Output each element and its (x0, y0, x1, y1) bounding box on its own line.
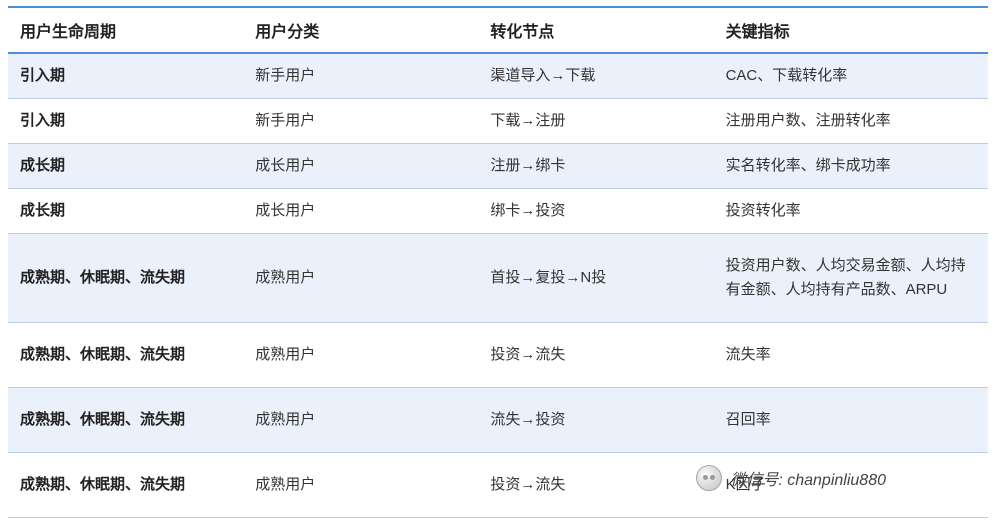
cell-usercat: 成熟用户 (243, 388, 478, 453)
col-header-usercat: 用户分类 (243, 7, 478, 53)
cell-node: 下载→注册 (478, 99, 713, 144)
cell-node: 绑卡→投资 (478, 189, 713, 234)
table-row: 成长期成长用户绑卡→投资投资转化率 (8, 189, 988, 234)
table-row: 成长期成长用户注册→绑卡实名转化率、绑卡成功率 (8, 144, 988, 189)
table-header-row: 用户生命周期 用户分类 转化节点 关键指标 (8, 7, 988, 53)
col-header-lifecycle: 用户生命周期 (8, 7, 243, 53)
table-row: 成熟期、休眠期、流失期成熟用户投资→流失流失率 (8, 323, 988, 388)
cell-usercat: 成长用户 (243, 144, 478, 189)
cell-lifecycle: 成熟期、休眠期、流失期 (8, 388, 243, 453)
cell-node: 渠道导入→下载 (478, 53, 713, 99)
cell-usercat: 成熟用户 (243, 234, 478, 323)
table-row: 成熟期、休眠期、流失期成熟用户首投→复投→N投投资用户数、人均交易金额、人均持有… (8, 234, 988, 323)
table-row: 引入期新手用户下载→注册注册用户数、注册转化率 (8, 99, 988, 144)
cell-usercat: 新手用户 (243, 53, 478, 99)
table-row: 成熟期、休眠期、流失期成熟用户流失→投资召回率 (8, 388, 988, 453)
col-header-node: 转化节点 (478, 7, 713, 53)
lifecycle-table-wrapper: 用户生命周期 用户分类 转化节点 关键指标 引入期新手用户渠道导入→下载CAC、… (0, 0, 996, 524)
cell-lifecycle: 引入期 (8, 53, 243, 99)
cell-usercat: 新手用户 (243, 99, 478, 144)
cell-metric: 流失率 (714, 323, 988, 388)
table-row: 引入期新手用户渠道导入→下载CAC、下载转化率 (8, 53, 988, 99)
cell-usercat: 成熟用户 (243, 453, 478, 518)
cell-metric: 投资用户数、人均交易金额、人均持有金额、人均持有产品数、ARPU (714, 234, 988, 323)
cell-node: 投资→流失 (478, 453, 713, 518)
cell-node: 流失→投资 (478, 388, 713, 453)
cell-lifecycle: 成熟期、休眠期、流失期 (8, 453, 243, 518)
table-body: 引入期新手用户渠道导入→下载CAC、下载转化率引入期新手用户下载→注册注册用户数… (8, 53, 988, 518)
cell-node: 投资→流失 (478, 323, 713, 388)
table-row: 成熟期、休眠期、流失期成熟用户投资→流失K因子 (8, 453, 988, 518)
cell-usercat: 成长用户 (243, 189, 478, 234)
cell-lifecycle: 成熟期、休眠期、流失期 (8, 234, 243, 323)
cell-node: 首投→复投→N投 (478, 234, 713, 323)
cell-lifecycle: 成长期 (8, 189, 243, 234)
col-header-metric: 关键指标 (714, 7, 988, 53)
cell-lifecycle: 引入期 (8, 99, 243, 144)
cell-lifecycle: 成长期 (8, 144, 243, 189)
cell-metric: 召回率 (714, 388, 988, 453)
cell-metric: K因子 (714, 453, 988, 518)
cell-metric: CAC、下载转化率 (714, 53, 988, 99)
cell-lifecycle: 成熟期、休眠期、流失期 (8, 323, 243, 388)
cell-node: 注册→绑卡 (478, 144, 713, 189)
lifecycle-table: 用户生命周期 用户分类 转化节点 关键指标 引入期新手用户渠道导入→下载CAC、… (8, 6, 988, 518)
cell-metric: 投资转化率 (714, 189, 988, 234)
cell-metric: 实名转化率、绑卡成功率 (714, 144, 988, 189)
cell-metric: 注册用户数、注册转化率 (714, 99, 988, 144)
cell-usercat: 成熟用户 (243, 323, 478, 388)
